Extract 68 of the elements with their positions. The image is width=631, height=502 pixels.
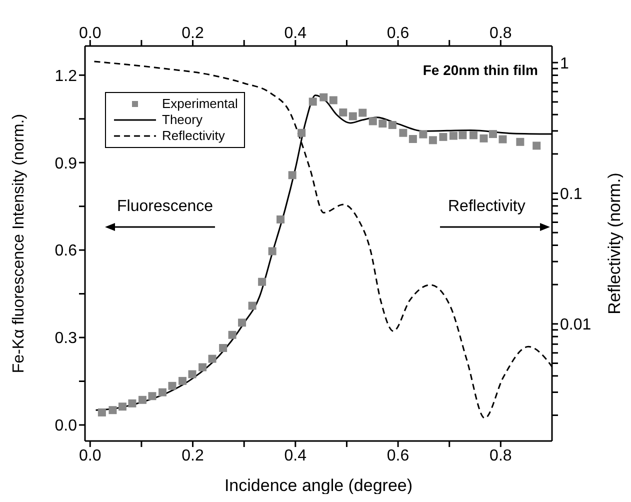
point (138, 396, 146, 404)
point (498, 135, 507, 144)
annotation: Fluorescence (117, 198, 214, 216)
y2-tick-label: 1 (560, 55, 569, 72)
point (329, 96, 338, 104)
x2-tick-label: 0.8 (490, 447, 512, 464)
legend-label: Experimental (162, 96, 238, 112)
point (516, 138, 524, 146)
point (408, 134, 417, 143)
point (399, 128, 408, 137)
point (178, 376, 187, 385)
y2-tick-label: 0.1 (560, 186, 582, 203)
point (228, 330, 236, 339)
point (449, 132, 458, 140)
y-tick-label: 1.2 (54, 68, 78, 85)
point (368, 117, 377, 126)
point (158, 388, 166, 396)
x-tick-label: 0.8 (490, 25, 512, 42)
point (532, 142, 541, 150)
point (339, 108, 348, 116)
legend-label: Theory (162, 112, 202, 128)
point (276, 215, 285, 224)
point (248, 302, 256, 310)
point (198, 363, 207, 372)
x-tick-label: 0.0 (79, 25, 102, 42)
point (148, 392, 156, 400)
point (419, 130, 428, 138)
annotation: Fe 20nm thin film (422, 62, 538, 78)
point (118, 402, 126, 411)
x-tick-label: 0.2 (182, 25, 204, 42)
point (219, 344, 228, 352)
point (288, 171, 296, 180)
point (320, 93, 328, 102)
x2-tick-label: 0.2 (182, 447, 204, 464)
point (268, 247, 276, 256)
y-tick-label: 0.9 (54, 155, 78, 172)
point (238, 318, 246, 327)
point (258, 278, 266, 286)
y-tick-label: 0.6 (54, 242, 78, 260)
point (348, 112, 357, 120)
point (458, 131, 467, 140)
point (388, 121, 396, 129)
point (98, 408, 106, 416)
y2-tick-label: 0.01 (560, 316, 592, 334)
point (108, 406, 117, 414)
point (358, 108, 367, 117)
y-tick-label: 0.3 (54, 330, 78, 348)
point (308, 98, 317, 106)
x2-tick-label: 0.4 (284, 447, 307, 464)
y-axis-title: Fe-Kα fluorescence Intensity (norm.) (10, 114, 28, 374)
point (488, 130, 497, 138)
point (208, 354, 216, 363)
point (480, 134, 488, 142)
y-tick-label: 0.0 (54, 418, 78, 435)
x-tick-label: 0.6 (386, 25, 410, 42)
x2-tick-label: 0.0 (79, 447, 102, 464)
x-tick-label: 0.4 (284, 25, 307, 42)
annotation: Reflectivity (448, 198, 526, 216)
point (168, 382, 176, 390)
point (428, 136, 437, 144)
point (439, 132, 448, 141)
point (188, 370, 196, 378)
point (298, 128, 306, 137)
point (469, 131, 478, 140)
point (378, 120, 387, 128)
x2-tick-label: 0.6 (386, 447, 410, 464)
point (128, 399, 136, 408)
legend-label: Reflectivity (162, 128, 225, 144)
